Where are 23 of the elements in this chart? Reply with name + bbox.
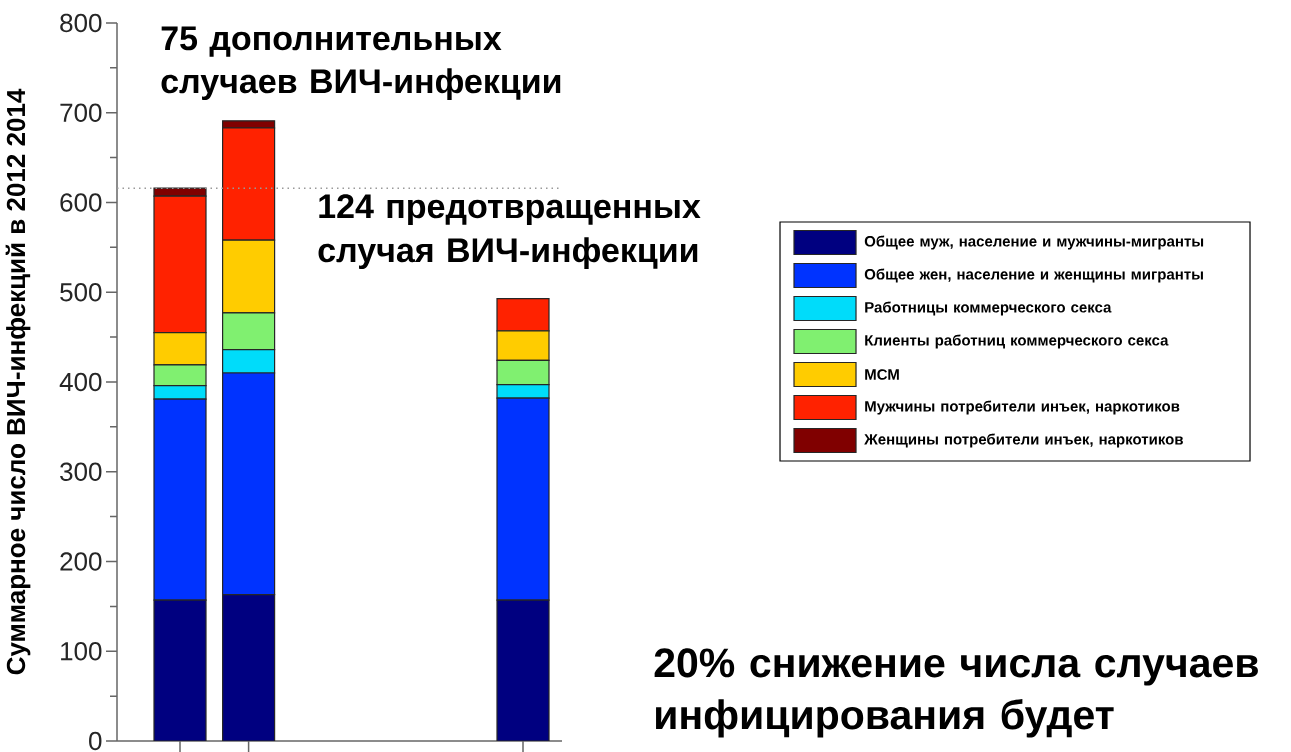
bar: [496, 599, 550, 741]
y-tick-label: 300: [60, 462, 102, 481]
y-axis-title: Суммарное число ВИЧ-инфекций в 2012 2014: [5, 88, 31, 675]
y-tick-label: 400: [59, 372, 102, 392]
legend-label: Общее жен, население и женщины мигранты: [864, 268, 1203, 283]
y-tick-label: 600: [60, 193, 102, 212]
y-tick-label: 800: [60, 13, 102, 33]
bar: [153, 599, 207, 741]
legend-label: Мужчины потребители инъек, наркотиков: [865, 400, 1180, 415]
text: 20% снижение числа случаев инфицирования будет: [654, 648, 1258, 738]
y-tick-label: 700: [60, 103, 102, 122]
y-tick-label: 500: [60, 283, 102, 302]
annotation: 75 дополнительных случаев ВИЧ-инфекции: [161, 26, 561, 101]
bar: [222, 594, 276, 741]
y-tick-label: 200: [60, 552, 102, 571]
y-tick-label: 0: [89, 731, 102, 751]
legend-label: Общее муж, население и мужчины-мигранты: [864, 235, 1204, 250]
y-tick-label: 100: [61, 642, 102, 661]
legend-label: Работницы коммерческого секса: [865, 301, 1112, 316]
legend-label: Женщины потребители инъек, наркотиков: [864, 433, 1183, 448]
annotation: 124 предотвращенных случая ВИЧ-инфекции: [318, 194, 701, 270]
legend-label: МСМ: [865, 369, 899, 380]
legend-label: Клиенты работниц коммерческого секса: [865, 334, 1169, 349]
